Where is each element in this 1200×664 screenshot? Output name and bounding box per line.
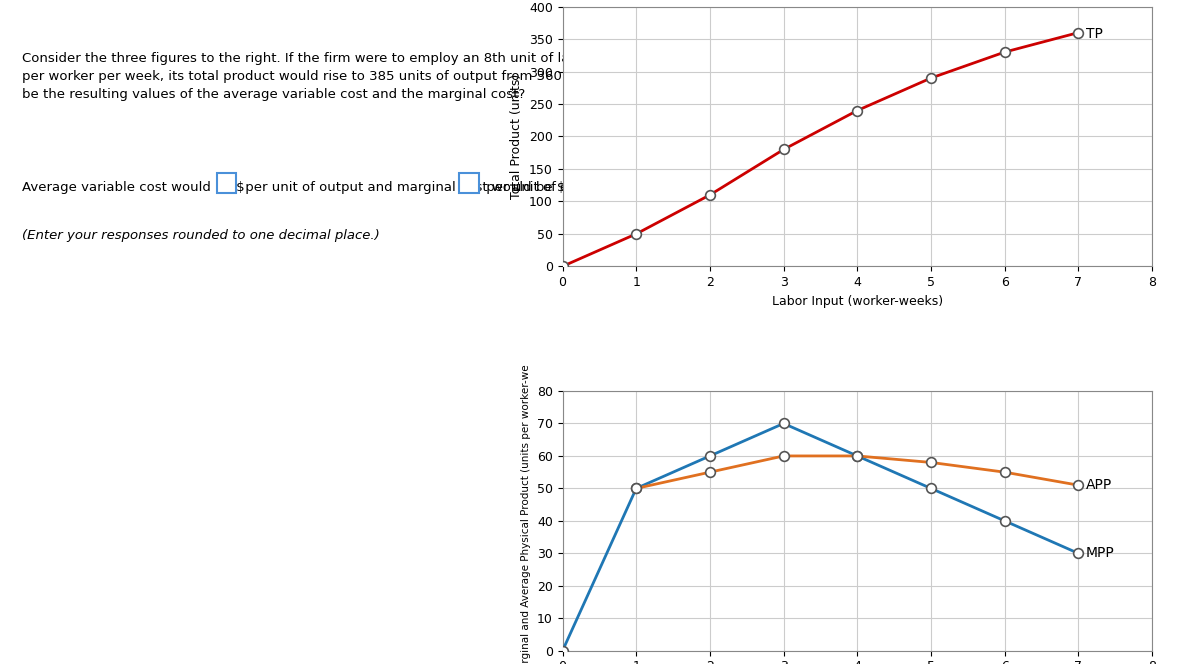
- Y-axis label: Total Product (units): Total Product (units): [510, 74, 523, 199]
- Text: TP: TP: [1086, 27, 1103, 41]
- Text: MPP: MPP: [1086, 546, 1115, 560]
- Y-axis label: Marginal and Average Physical Product (units per worker-we: Marginal and Average Physical Product (u…: [521, 364, 532, 664]
- Text: APP: APP: [1086, 478, 1112, 492]
- Text: Average variable cost would be $: Average variable cost would be $: [23, 181, 245, 193]
- X-axis label: Labor Input (worker-weeks): Labor Input (worker-weeks): [772, 295, 943, 307]
- Text: per unit of output.: per unit of output.: [482, 181, 608, 193]
- Text: per unit of output and marginal cost would be $: per unit of output and marginal cost wou…: [241, 181, 565, 193]
- Text: Consider the three figures to the right. If the firm were to employ an 8th unit : Consider the three figures to the right.…: [23, 52, 752, 101]
- Text: (Enter your responses rounded to one decimal place.): (Enter your responses rounded to one dec…: [23, 229, 380, 242]
